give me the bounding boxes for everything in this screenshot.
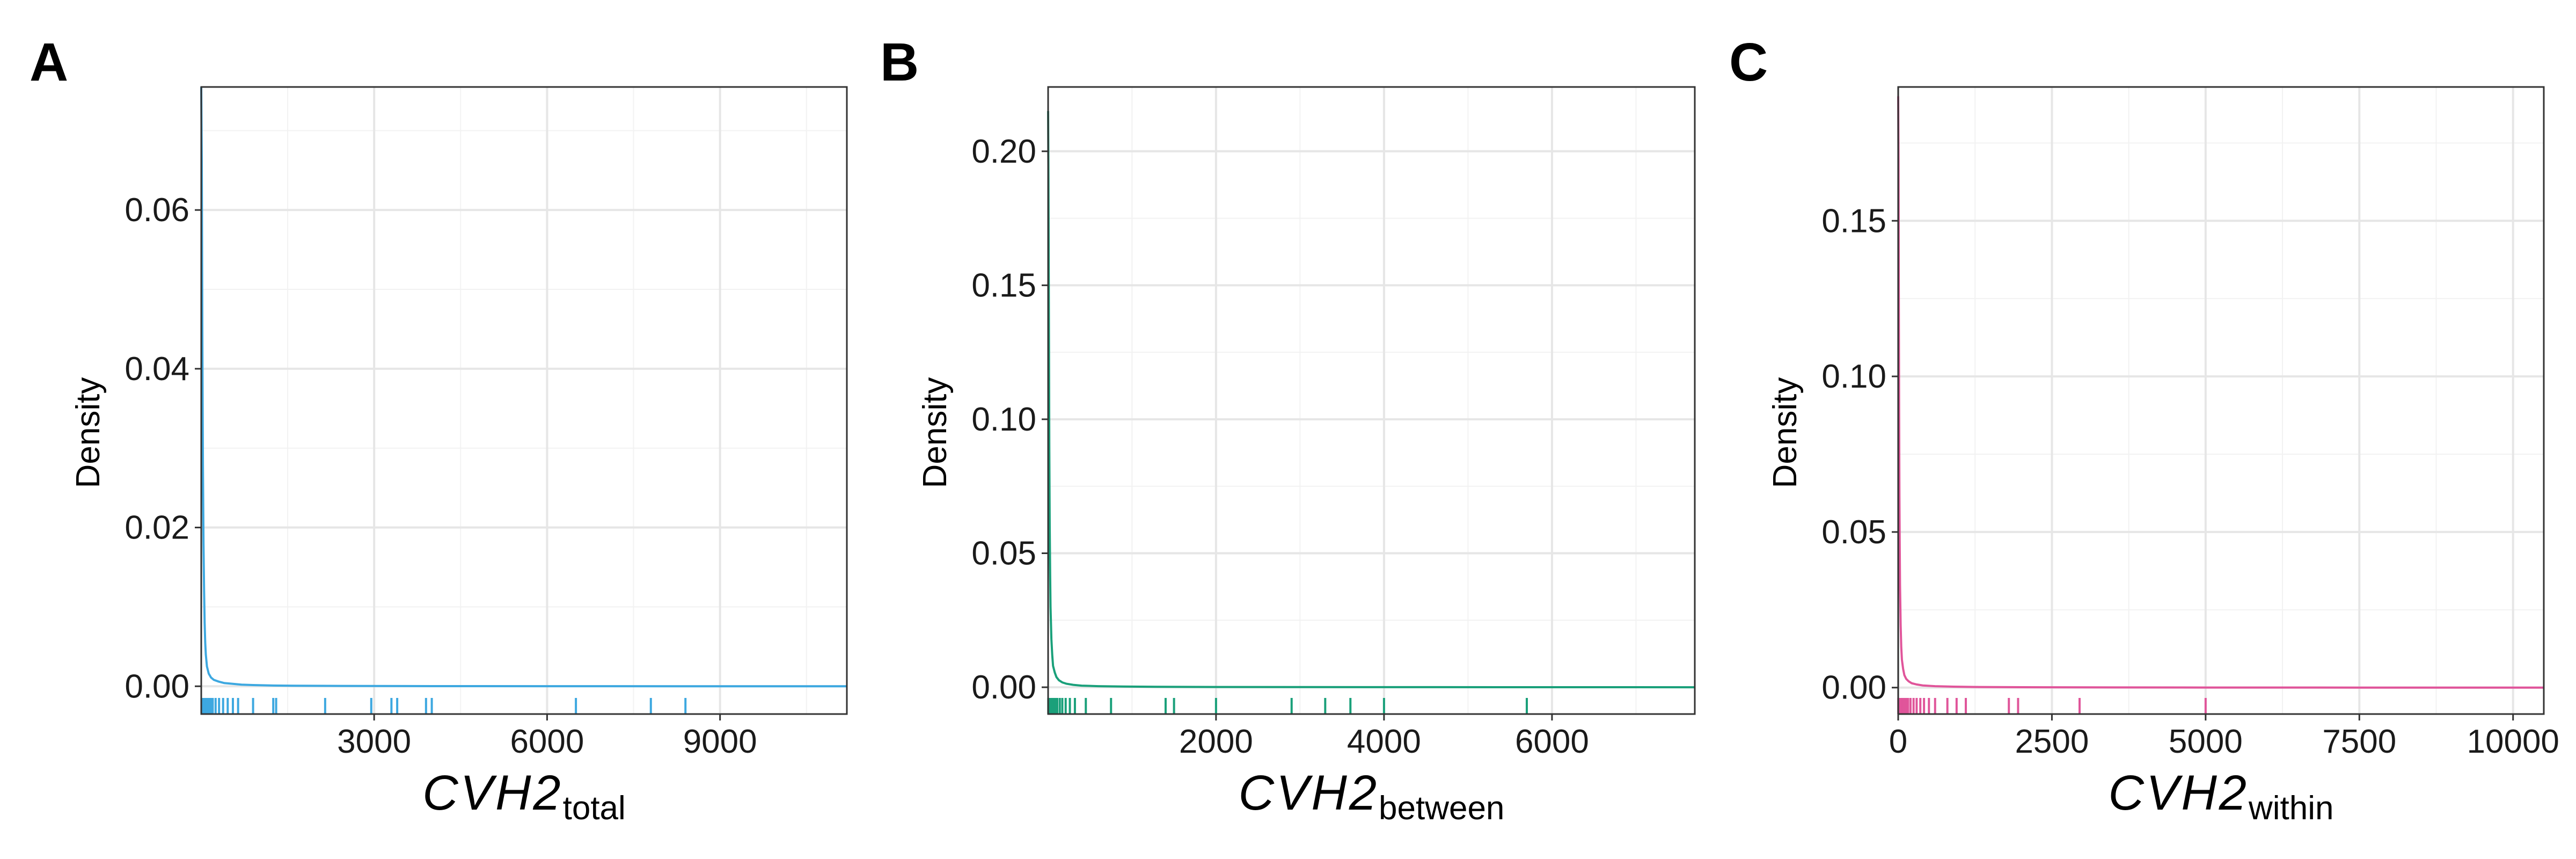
panel-border [1047,86,1696,715]
panel-label: A [30,32,68,92]
y-tick-label: 0.15 [1821,202,1886,239]
x-tick-label: 6000 [510,723,584,760]
x-tick-label: 0 [1889,723,1907,760]
x-axis-title-main: CVH2 [2109,766,2249,820]
panel-label: B [880,32,919,92]
y-tick-label: 0.06 [125,192,189,229]
x-axis-title: CVH2total [422,766,626,827]
x-tick-label: 4000 [1347,723,1421,760]
x-tick-label: 5000 [2169,723,2243,760]
panel-label: C [1729,32,1768,92]
y-tick-label: 0.10 [971,401,1036,438]
density-curve [200,86,847,688]
x-axis-title-subscript: total [563,790,626,827]
panel-border [200,86,848,715]
y-axis-title: Density [70,377,107,489]
y-tick-label: 0.05 [1821,514,1886,551]
y-tick-label: 0.20 [971,133,1036,170]
y-tick-label: 0.00 [125,668,189,705]
y-axis-title: Density [1767,377,1804,489]
density-curve [1047,111,1695,689]
x-axis-title: CVH2between [1239,766,1505,827]
y-tick-label: 0.10 [1821,358,1886,395]
y-tick-label: 0.04 [125,351,189,388]
x-tick-label: 2500 [2015,723,2089,760]
x-axis-title-main: CVH2 [1239,766,1379,820]
x-tick-label: 2000 [1179,723,1253,760]
y-tick-label: 0.02 [125,509,189,547]
y-tick-label: 0.05 [971,535,1036,572]
x-tick-label: 7500 [2322,723,2396,760]
x-axis-title-main: CVH2 [422,766,562,820]
x-tick-label: 9000 [683,723,757,760]
x-tick-label: 6000 [1515,723,1589,760]
density-curve [1897,96,2544,689]
x-axis-title-subscript: between [1379,790,1504,827]
y-tick-label: 0.15 [971,267,1036,304]
x-tick-label: 3000 [337,723,411,760]
x-tick-label: 10000 [2467,723,2559,760]
panel-c: C 0.00 0.05 0.10 0.15 0 2500 5000 7500 10000 Densi… [1729,32,2559,827]
y-tick-label: 0.00 [1821,669,1886,707]
y-axis-title: Density [917,377,954,489]
panel-b: B 0.00 0.05 0.10 0.15 0.20 2000 4000 6000 Density… [880,32,1696,827]
panel-a: A 0.00 0.02 0.04 0.06 3000 6000 9000 Density CVH2… [30,32,848,827]
y-tick-label: 0.00 [971,669,1036,706]
panel-border [1897,86,2545,715]
x-axis-title-subscript: within [2248,790,2334,827]
x-axis-title: CVH2within [2109,766,2334,827]
